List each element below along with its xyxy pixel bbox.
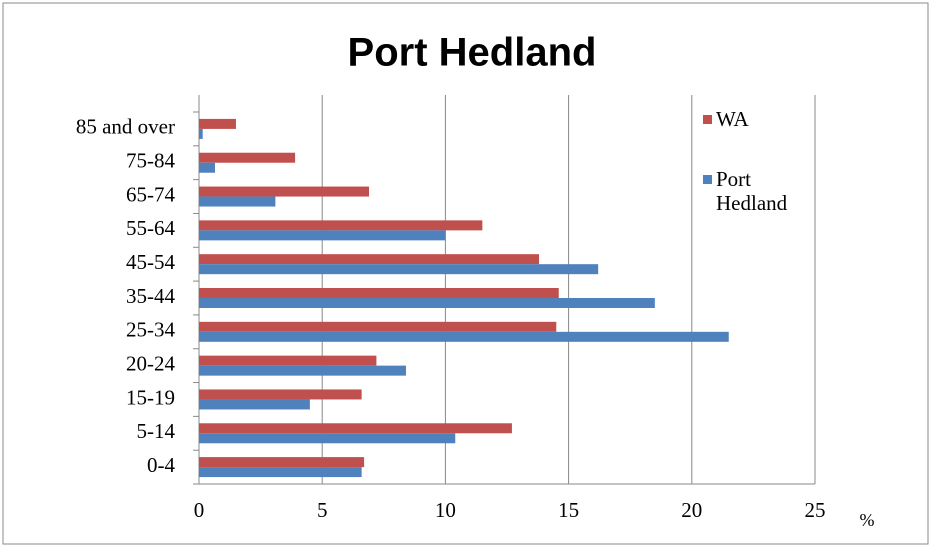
y-tick-label: 0-4 — [147, 453, 175, 477]
chart-title: Port Hedland — [348, 31, 597, 75]
bar — [199, 457, 365, 468]
y-tick-label: 85 and over — [76, 115, 175, 139]
bar — [199, 331, 729, 342]
bar — [199, 365, 406, 376]
bar — [199, 433, 456, 444]
y-tick-label: 45-54 — [126, 250, 175, 274]
bar — [199, 288, 559, 298]
x-axis-unit: % — [860, 510, 875, 530]
y-tick-label: 15-19 — [126, 385, 175, 409]
x-tick-label: 0 — [194, 498, 205, 522]
bar — [199, 254, 540, 265]
legend-swatch — [703, 115, 712, 124]
bar — [199, 220, 483, 231]
bar — [199, 152, 296, 163]
x-tick-label: 5 — [317, 498, 328, 522]
x-tick-label: 25 — [805, 498, 826, 522]
bar — [199, 230, 446, 241]
y-tick-label: 25-34 — [126, 318, 175, 342]
x-tick-label: 10 — [435, 498, 456, 522]
bar — [199, 196, 276, 207]
y-tick-label: 5-14 — [137, 419, 176, 443]
legend-label: WA — [716, 107, 749, 131]
y-tick-label: 65-74 — [126, 182, 175, 206]
x-tick-label: 15 — [558, 498, 579, 522]
bar — [199, 467, 362, 478]
bar — [199, 389, 362, 400]
bar — [199, 399, 310, 410]
bar — [199, 321, 557, 332]
y-tick-label: 55-64 — [126, 216, 175, 240]
legend-swatch — [703, 175, 712, 184]
y-tick-label: 35-44 — [126, 284, 175, 308]
legend-label: Port Hedland — [716, 167, 788, 215]
bar — [199, 128, 203, 139]
bar — [199, 162, 216, 173]
bar — [199, 186, 370, 197]
x-tick-label: 20 — [681, 498, 702, 522]
bar — [199, 264, 599, 275]
y-tick-label: 20-24 — [126, 351, 175, 375]
bar — [199, 298, 655, 308]
y-tick-label: 75-84 — [126, 149, 175, 173]
bar — [199, 355, 377, 366]
bar — [199, 118, 236, 129]
bar — [199, 423, 512, 434]
